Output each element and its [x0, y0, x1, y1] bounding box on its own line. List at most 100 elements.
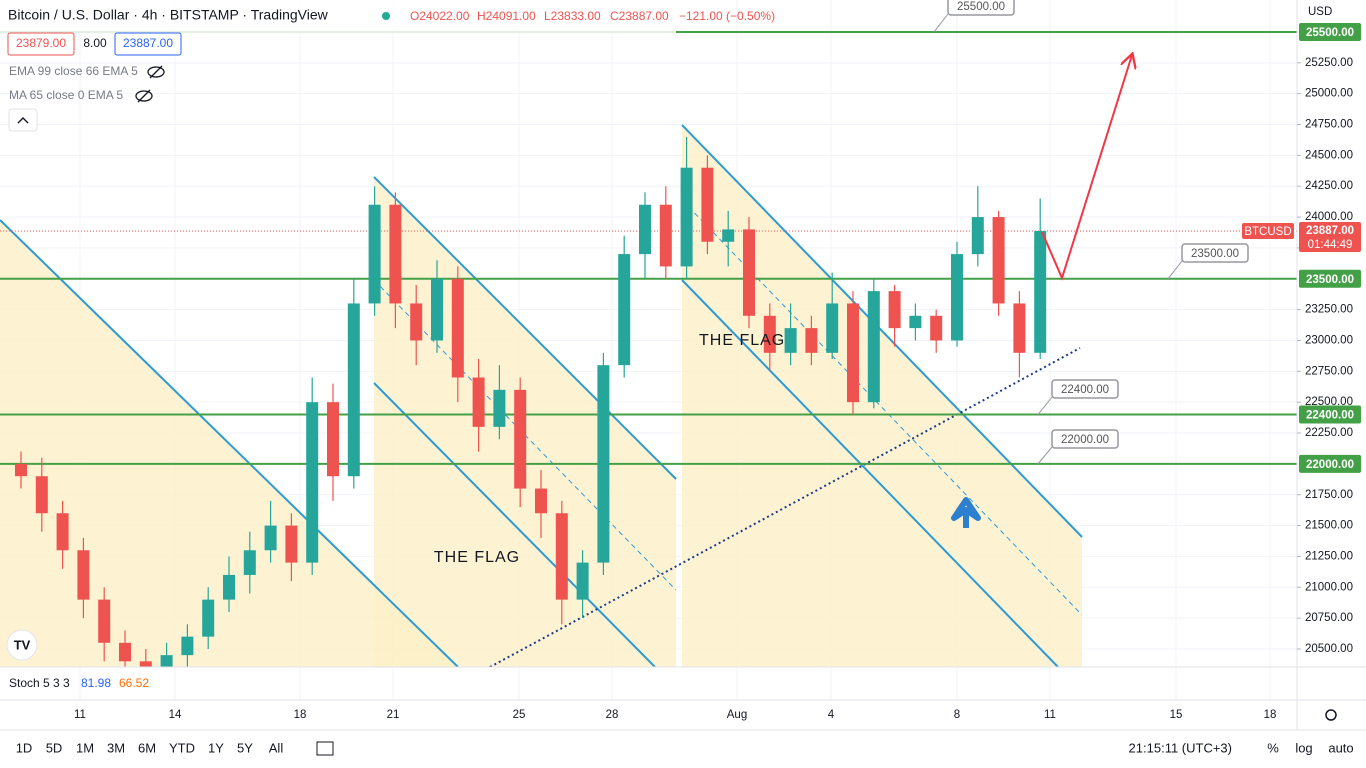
callout-pointer	[933, 13, 949, 33]
indicator: MA 65 close 0 EMA 5	[9, 88, 123, 102]
ohlc: O24022.00	[410, 9, 470, 23]
candle-body	[451, 278, 464, 378]
candle-body	[368, 204, 381, 304]
logo-text: TV	[14, 637, 31, 652]
candle-body	[784, 328, 797, 353]
ohlc: L23833.00	[544, 9, 601, 23]
candle-body	[971, 217, 984, 255]
stoch-d: 66.52	[119, 676, 149, 690]
spread: 8.00	[83, 36, 107, 50]
level-tag-label: 22000.00	[1306, 459, 1354, 471]
ohlc: C23887.00	[610, 9, 669, 23]
candle-body	[639, 204, 651, 255]
candle-body	[555, 513, 568, 600]
time-label: Aug	[727, 709, 747, 721]
stoch-name: Stoch 5 3 3	[9, 676, 70, 690]
range-button[interactable]: All	[269, 740, 284, 755]
channel-mid	[681, 199, 1083, 616]
price-tick-label: 24000.00	[1305, 211, 1353, 223]
channel-line	[373, 176, 677, 480]
scale-option[interactable]: %	[1267, 740, 1279, 755]
scale-option[interactable]: auto	[1328, 740, 1353, 755]
candle-body	[181, 636, 194, 656]
candle-body	[763, 315, 776, 353]
time-label: 21	[387, 709, 400, 721]
annotation: THE FLAG	[699, 332, 785, 349]
price-axis: 20500.00 20750.00 21000.00 21250.00 21500.00…	[1242, 22, 1361, 655]
price-tick-label: 21000.00	[1305, 581, 1353, 593]
currency[interactable]: USD	[1308, 6, 1332, 18]
range-button[interactable]: YTD	[169, 740, 195, 755]
candle-body	[431, 278, 443, 341]
candle-body	[35, 476, 48, 514]
candle-body	[472, 377, 485, 427]
status-dot	[382, 12, 390, 20]
price-tag	[1299, 222, 1361, 253]
bottom-toolbar: 1D 5D 1M 3M 6M YTD 1Y 5Y All 21:15:11 (UTC+3)% log…	[16, 740, 1354, 755]
candle-body	[119, 642, 131, 662]
price-tick-label: 22750.00	[1305, 365, 1353, 377]
candle-body	[930, 315, 943, 341]
callout-box	[1051, 379, 1119, 399]
price-tick-label: 21750.00	[1305, 489, 1353, 501]
candle-body	[535, 488, 547, 514]
callout-label: 23500.00	[1191, 248, 1239, 260]
date-range-icon[interactable]	[316, 741, 334, 756]
candle-body	[493, 389, 506, 427]
price-tick-label: 24500.00	[1305, 149, 1353, 161]
settings-icon[interactable]	[1325, 709, 1337, 721]
callout-pointer	[1167, 260, 1183, 280]
candle-body	[847, 303, 859, 403]
range-button[interactable]: 3M	[107, 740, 125, 755]
candle-body	[98, 599, 111, 643]
level-tag	[1299, 405, 1361, 424]
candle-body	[722, 229, 735, 242]
change: −121.00 (−0.50%)	[679, 9, 775, 23]
time-label: 15	[1170, 709, 1183, 721]
range-button[interactable]: 1Y	[208, 740, 224, 755]
range-button[interactable]: 5Y	[237, 740, 253, 755]
time-label: 18	[294, 709, 307, 721]
candle-body	[1034, 231, 1047, 353]
candle-body	[514, 389, 527, 489]
levels: 25500.00 23500.00 22400.00 22000.00	[0, 0, 1297, 465]
range-button[interactable]: 6M	[138, 740, 156, 755]
hide-icons[interactable]	[135, 65, 165, 103]
range-button[interactable]: 5D	[46, 740, 63, 755]
time-label: 4	[828, 709, 835, 721]
price-tag-label: 23887.00	[1306, 225, 1354, 237]
candle-body	[347, 303, 360, 477]
channel-line	[681, 124, 1083, 538]
candle-body	[867, 291, 880, 403]
level-tag	[1299, 22, 1361, 41]
range-button[interactable]: 1M	[76, 740, 94, 755]
level-tag-label: 22400.00	[1306, 410, 1354, 422]
level-tag	[1299, 454, 1361, 473]
candle-body	[389, 204, 402, 304]
time-label: 28	[606, 709, 619, 721]
candle-body	[15, 463, 27, 477]
ask: 23887.00	[123, 36, 173, 50]
scale-option[interactable]: log	[1295, 740, 1312, 755]
collapse-button[interactable]	[8, 108, 38, 132]
channel-line	[0, 219, 459, 667]
price-tick-label: 24750.00	[1305, 119, 1353, 131]
legend-bg	[0, 0, 676, 33]
candle-body	[410, 303, 423, 341]
countdown: 01:44:49	[1308, 239, 1353, 251]
bid-box[interactable]	[7, 32, 75, 56]
clock: 21:15:11 (UTC+3)	[1129, 740, 1232, 755]
range-button[interactable]: 1D	[16, 740, 33, 755]
candles	[15, 136, 1047, 667]
channel-fill	[682, 125, 1082, 667]
ask-box[interactable]	[114, 32, 182, 56]
candle-body	[743, 229, 755, 316]
candle-body	[909, 315, 922, 329]
candle-body	[805, 328, 818, 353]
candle-body	[77, 550, 90, 600]
bid: 23879.00	[16, 36, 66, 50]
time-label: 18	[1264, 709, 1277, 721]
channel-line	[681, 279, 1059, 667]
price-tick-label: 23250.00	[1305, 304, 1353, 316]
